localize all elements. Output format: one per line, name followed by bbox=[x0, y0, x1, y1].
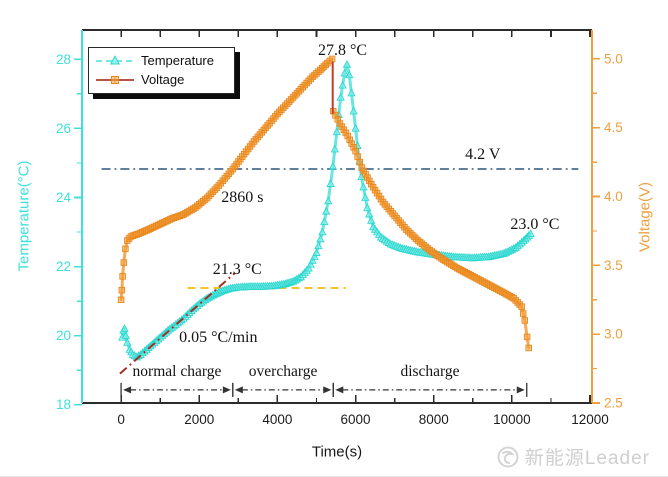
temperature-line-triangle-icon bbox=[96, 54, 134, 64]
x-tick-label: 12000 bbox=[571, 412, 609, 427]
y-left-tick-label: 26 bbox=[56, 121, 71, 136]
y-left-tick-label: 24 bbox=[56, 190, 72, 205]
annotation-0.05-c-min: 0.05 °C/min bbox=[179, 329, 258, 347]
right-arrowhead-icon bbox=[516, 386, 525, 394]
left-arrowhead-icon bbox=[335, 386, 344, 394]
x-tick-label: 10000 bbox=[493, 412, 531, 427]
legend-entry-temperature: Temperature bbox=[95, 51, 228, 70]
right-arrowhead-icon bbox=[222, 386, 231, 394]
x-axis-label: Time(s) bbox=[311, 443, 363, 461]
axes: 0 2000 4000 6000 8000 10000 12000 18 20 22 24 26 28 2… bbox=[56, 29, 623, 427]
legend-label-voltage: Voltage bbox=[141, 72, 185, 87]
y-right-tick-label: 3.0 bbox=[604, 327, 623, 342]
voltage-line-square-icon bbox=[96, 75, 134, 84]
phase-label-discharge: discharge bbox=[400, 362, 460, 380]
annotation-21.3-c: 21.3 °C bbox=[212, 261, 262, 279]
heating-rate-reference-line bbox=[119, 272, 236, 375]
y-axis-left-label: Temperature(°C) bbox=[15, 160, 33, 272]
annotation-4.2-v: 4.2 V bbox=[465, 146, 501, 164]
left-arrowhead-icon bbox=[234, 386, 243, 394]
x-tick-label: 4000 bbox=[262, 412, 292, 427]
watermark-logo-icon bbox=[497, 446, 519, 467]
x-tick-label: 6000 bbox=[341, 412, 371, 427]
y-right-tick-label: 4.5 bbox=[604, 120, 623, 135]
y-left-tick-label: 22 bbox=[56, 259, 71, 274]
legend-label-temperature: Temperature bbox=[141, 53, 214, 68]
phase-arrows bbox=[120, 382, 528, 397]
phase-label-overcharge: overcharge bbox=[248, 362, 318, 380]
legend: Temperature Voltage bbox=[88, 47, 235, 94]
reference-lines-under bbox=[101, 168, 579, 289]
legend-entry-voltage: Voltage bbox=[95, 70, 228, 89]
annotation-27.8-c: 27.8 °C bbox=[318, 41, 368, 59]
annotation-23.0-c: 23.0 °C bbox=[510, 216, 560, 234]
x-tick-label: 0 bbox=[117, 412, 125, 427]
y-left-tick-label: 20 bbox=[56, 328, 71, 343]
annotation-2860-s: 2860 s bbox=[221, 188, 264, 206]
series-temperature bbox=[118, 59, 535, 361]
watermark-text: 新能源Leader bbox=[524, 448, 650, 469]
y-left-tick-label: 18 bbox=[56, 397, 71, 412]
y-left-tick-label: 28 bbox=[56, 52, 71, 67]
x-tick-label: 8000 bbox=[419, 412, 449, 427]
reference-lines-over bbox=[119, 61, 334, 375]
watermark: 新能源Leader bbox=[496, 443, 650, 470]
right-arrowhead-icon bbox=[323, 386, 332, 394]
y-right-tick-label: 3.5 bbox=[604, 258, 623, 273]
y-axis-right-label: Voltage(V) bbox=[636, 181, 654, 253]
left-arrowhead-icon bbox=[123, 386, 132, 394]
x-tick-label: 2000 bbox=[184, 412, 214, 427]
series-voltage bbox=[117, 55, 532, 352]
y-right-tick-label: 2.5 bbox=[604, 396, 623, 411]
y-right-tick-label: 5.0 bbox=[604, 51, 623, 66]
phase-label-normal-charge: normal charge bbox=[132, 362, 222, 380]
y-right-tick-label: 4.0 bbox=[604, 189, 623, 204]
